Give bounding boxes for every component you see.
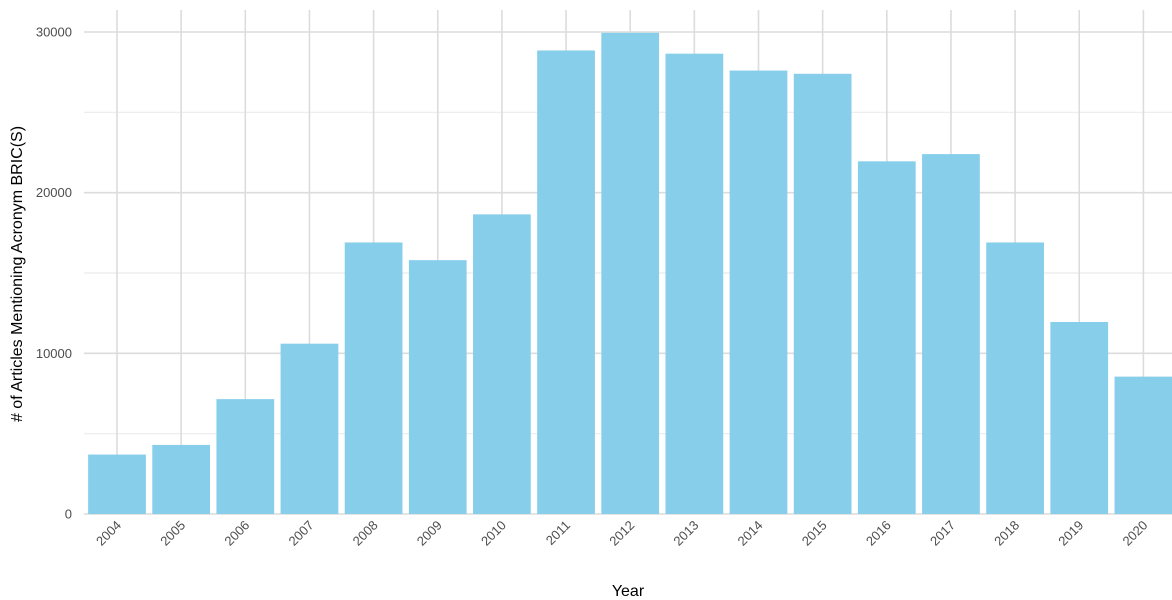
x-tick-label: 2015: [799, 518, 830, 549]
bar-2008: [344, 242, 403, 514]
bar-2010: [473, 214, 531, 514]
x-tick-label: 2012: [606, 518, 637, 549]
x-tick-label: 2008: [350, 518, 381, 549]
y-axis-ticks: 0 10000 20000 30000: [36, 25, 72, 522]
x-tick-label: 2004: [93, 518, 124, 549]
x-axis-ticks: 2004 2005 2006 2007 2008 2009 2010 2011 2012 2013…: [93, 518, 1150, 549]
x-tick-label: 2006: [221, 518, 252, 549]
bar-2012: [601, 32, 660, 514]
x-tick-label: 2017: [927, 518, 958, 549]
x-tick-label: 2013: [670, 518, 701, 549]
x-tick-label: 2009: [414, 518, 445, 549]
x-tick-label: 2020: [1119, 518, 1150, 549]
x-tick-label: 2014: [735, 518, 766, 549]
bar-2009: [408, 260, 467, 514]
x-tick-label: 2016: [863, 518, 894, 549]
bar-2018: [986, 242, 1044, 514]
bar-2014: [729, 70, 788, 514]
bar-2011: [537, 50, 595, 515]
x-tick-label: 2018: [991, 518, 1022, 549]
bar-2017: [922, 154, 980, 514]
bar-2004: [88, 454, 146, 514]
y-tick-label: 20000: [36, 185, 72, 200]
bar-2013: [665, 53, 724, 514]
bar-2007: [280, 343, 339, 514]
bar-2016: [857, 161, 916, 514]
x-tick-label: 2007: [286, 518, 317, 549]
y-axis-title: # of Articles Mentioning Acronym BRIC(S): [9, 126, 26, 422]
y-tick-label: 0: [65, 507, 72, 522]
x-tick-label: 2011: [543, 518, 573, 548]
bar-2020: [1114, 376, 1172, 514]
x-tick-label: 2019: [1055, 518, 1086, 549]
x-tick-label: 2005: [157, 518, 188, 549]
y-tick-label: 10000: [36, 346, 72, 361]
bar-2015: [793, 73, 852, 515]
bar-2019: [1050, 322, 1109, 514]
bar-2005: [152, 444, 211, 514]
bars: [88, 32, 1172, 515]
x-axis-title: Year: [612, 583, 645, 600]
y-tick-label: 30000: [36, 25, 72, 40]
x-tick-label: 2010: [478, 518, 509, 549]
bar-2006: [216, 399, 275, 514]
